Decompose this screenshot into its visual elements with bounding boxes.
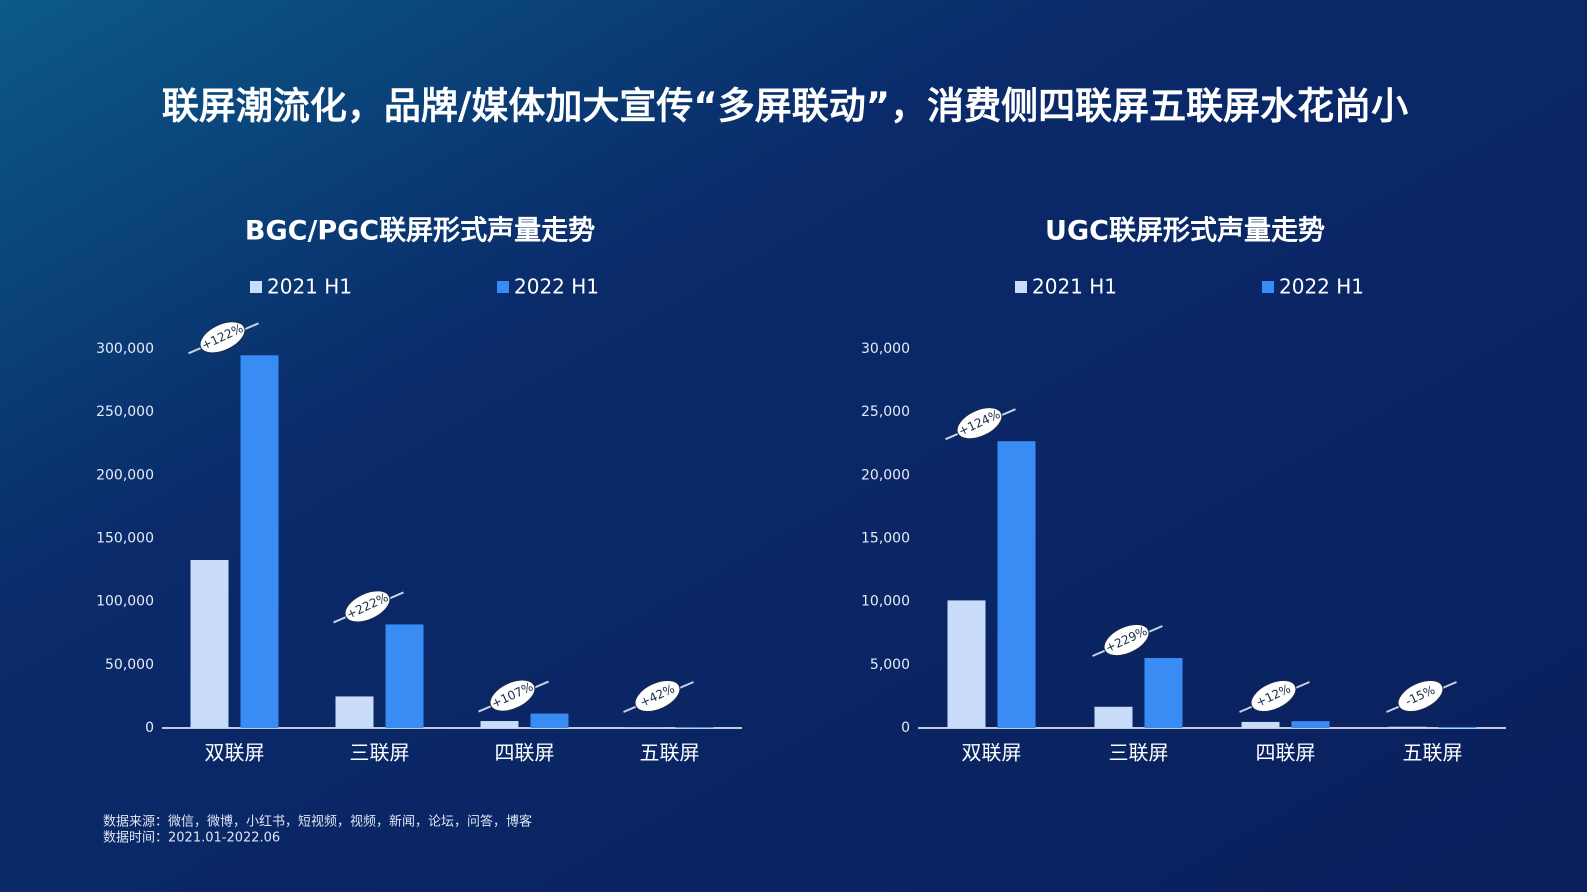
- bar: [947, 600, 986, 728]
- y-tick-label: 30,000: [861, 341, 910, 357]
- bar: [1291, 721, 1330, 728]
- slide-title: 联屏潮流化，品牌/媒体加大宣传“多屏联动”，消费侧四联屏五联屏水花尚小: [162, 85, 1408, 128]
- x-tick-label: 四联屏: [1256, 741, 1316, 765]
- bar: [190, 559, 229, 728]
- x-tick-label: 三联屏: [350, 741, 410, 765]
- chart-title: UGC联屏形式声量走势: [1045, 216, 1325, 247]
- bar: [530, 713, 569, 728]
- x-tick-label: 四联屏: [495, 741, 555, 765]
- bar: [385, 624, 424, 728]
- legend-label: 2022 H1: [1279, 275, 1364, 299]
- y-tick-label: 5,000: [870, 657, 910, 673]
- x-tick-label: 双联屏: [205, 741, 265, 765]
- legend-swatch: [497, 281, 509, 293]
- legend-label: 2021 H1: [1032, 275, 1117, 299]
- y-tick-label: 20,000: [861, 467, 910, 483]
- y-tick-label: 25,000: [861, 404, 910, 420]
- annotation-bubble: [1397, 679, 1444, 713]
- y-tick-label: 0: [901, 720, 910, 736]
- y-tick-label: 50,000: [105, 657, 154, 673]
- x-tick-label: 五联屏: [1403, 741, 1463, 765]
- chart-title: BGC/PGC联屏形式声量走势: [245, 216, 595, 247]
- bar: [1144, 658, 1183, 728]
- annotation-bubble: [489, 679, 536, 712]
- bar: [675, 727, 714, 728]
- x-tick-label: 三联屏: [1109, 741, 1169, 765]
- x-tick-label: 五联屏: [640, 741, 700, 765]
- legend-swatch: [1015, 281, 1027, 293]
- y-tick-label: 100,000: [96, 594, 154, 610]
- annotation-bubble: [1103, 623, 1150, 657]
- x-tick-label: 双联屏: [962, 741, 1022, 765]
- source-note: 数据来源：微信，微博，小红书，短视频，视频，新闻，论坛，问答，博客: [103, 814, 532, 830]
- legend-label: 2022 H1: [514, 275, 599, 299]
- bar: [240, 355, 279, 728]
- legend-label: 2021 H1: [267, 275, 352, 299]
- annotation-bubble: [199, 321, 246, 354]
- y-tick-label: 200,000: [96, 467, 154, 483]
- y-tick-label: 15,000: [861, 531, 910, 547]
- bar: [1094, 706, 1133, 728]
- y-tick-label: 300,000: [96, 341, 154, 357]
- y-tick-label: 10,000: [861, 594, 910, 610]
- source-note: 数据时间：2021.01-2022.06: [103, 831, 280, 846]
- y-tick-label: 0: [145, 720, 154, 736]
- bar: [335, 696, 374, 728]
- legend-swatch: [250, 281, 262, 293]
- bar: [480, 721, 519, 728]
- annotation-bubble: [634, 679, 681, 713]
- y-tick-label: 250,000: [96, 404, 154, 420]
- bar: [1388, 726, 1427, 728]
- annotation-bubble: [1250, 679, 1297, 713]
- bar: [1241, 721, 1280, 728]
- annotation-bubble: [344, 590, 391, 623]
- legend-swatch: [1262, 281, 1274, 293]
- bar: [1438, 726, 1477, 728]
- y-tick-label: 150,000: [96, 531, 154, 547]
- bar: [625, 727, 664, 728]
- bar: [997, 441, 1036, 728]
- annotation-bubble: [956, 407, 1003, 440]
